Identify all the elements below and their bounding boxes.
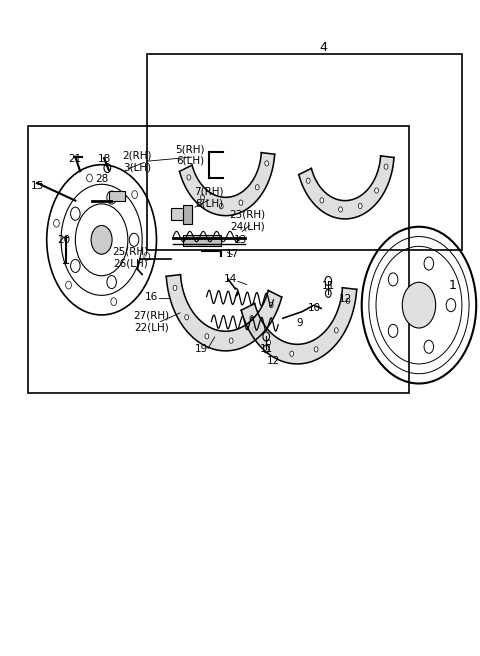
Bar [183, 205, 192, 224]
Circle shape [265, 161, 269, 166]
Circle shape [107, 191, 117, 204]
Circle shape [187, 174, 191, 180]
Circle shape [205, 334, 209, 339]
Text: 4: 4 [320, 41, 327, 54]
Circle shape [144, 253, 150, 260]
Text: 11: 11 [260, 344, 273, 354]
Bar [183, 235, 221, 247]
Circle shape [320, 197, 324, 203]
Text: 21: 21 [69, 154, 82, 165]
Circle shape [201, 195, 204, 199]
Circle shape [346, 298, 350, 304]
Text: 19: 19 [195, 344, 208, 354]
Circle shape [335, 328, 338, 333]
Circle shape [229, 338, 233, 343]
Circle shape [239, 200, 243, 205]
Circle shape [71, 207, 80, 220]
Text: 9: 9 [296, 318, 303, 328]
Text: 10: 10 [307, 304, 321, 314]
Circle shape [269, 302, 273, 308]
Circle shape [339, 207, 342, 212]
Circle shape [129, 234, 139, 247]
Text: 5(RH)
6(LH): 5(RH) 6(LH) [175, 144, 204, 166]
Circle shape [250, 316, 254, 321]
Bar [171, 209, 192, 220]
Circle shape [388, 324, 398, 337]
Circle shape [402, 282, 436, 328]
Text: 20: 20 [57, 235, 70, 245]
Text: 25(RH)
26(LH): 25(RH) 26(LH) [112, 247, 148, 268]
Circle shape [66, 281, 72, 289]
Text: 12: 12 [338, 294, 352, 304]
Circle shape [111, 298, 117, 306]
Text: 15: 15 [31, 180, 44, 191]
Text: 17: 17 [226, 249, 240, 259]
Circle shape [424, 340, 433, 354]
Polygon shape [299, 156, 394, 219]
Circle shape [388, 273, 398, 286]
Circle shape [384, 164, 388, 169]
Bar [28, 125, 409, 394]
Text: 7(RH)
8(LH): 7(RH) 8(LH) [194, 186, 224, 208]
Circle shape [132, 191, 138, 199]
Circle shape [306, 178, 310, 183]
Circle shape [185, 315, 189, 320]
Circle shape [446, 298, 456, 312]
Polygon shape [180, 153, 275, 216]
Circle shape [86, 174, 92, 182]
Bar [109, 191, 125, 201]
Circle shape [314, 347, 318, 352]
Text: 2(RH)
3(LH): 2(RH) 3(LH) [123, 151, 152, 173]
Circle shape [267, 340, 271, 345]
Text: 11: 11 [322, 281, 335, 291]
Circle shape [252, 327, 256, 332]
Text: 12: 12 [267, 356, 280, 365]
Polygon shape [166, 275, 282, 351]
Circle shape [107, 276, 117, 289]
Text: 28: 28 [95, 174, 108, 184]
Circle shape [424, 257, 433, 270]
Text: 13: 13 [233, 235, 247, 245]
Circle shape [54, 219, 60, 227]
Polygon shape [241, 288, 357, 364]
Circle shape [173, 285, 177, 291]
Text: 16: 16 [145, 292, 158, 302]
Text: 1: 1 [448, 279, 456, 292]
Text: 14: 14 [224, 274, 237, 284]
Bar [147, 54, 462, 250]
Circle shape [290, 351, 294, 356]
Text: 18: 18 [97, 154, 110, 165]
Text: 23(RH)
24(LH): 23(RH) 24(LH) [229, 209, 265, 231]
Circle shape [91, 226, 112, 254]
Circle shape [255, 184, 259, 190]
Circle shape [71, 259, 80, 272]
Circle shape [375, 188, 378, 193]
Circle shape [358, 203, 362, 209]
Circle shape [219, 203, 223, 209]
Text: 27(RH)
22(LH): 27(RH) 22(LH) [133, 311, 170, 333]
